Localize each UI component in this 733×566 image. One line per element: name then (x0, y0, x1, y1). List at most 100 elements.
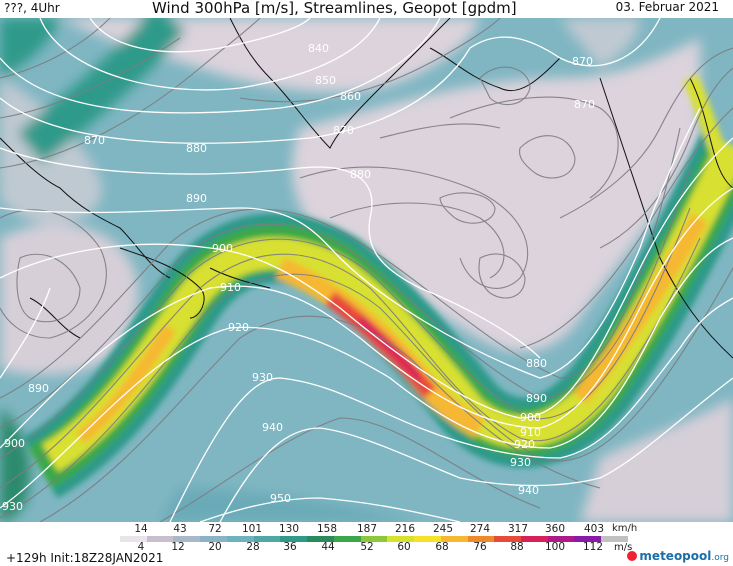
legend-ms-label: 28 (246, 541, 260, 553)
contour-860 (0, 18, 441, 114)
contour-880 (0, 147, 541, 359)
contour-930 (169, 297, 733, 522)
contour-870 (0, 18, 661, 144)
wind-map-canvas: 840 850 860 870 870 870 870 880 880 880 … (0, 18, 733, 522)
legend-ms-label: 68 (435, 541, 449, 553)
legend-ms-label: 60 (397, 541, 411, 553)
contour-labels: 840 850 860 870 870 870 870 880 880 880 … (2, 42, 595, 513)
legend-colorbar (120, 536, 628, 542)
colorbar-swatch (387, 536, 415, 542)
legend-ms-label: 36 (283, 541, 297, 553)
legend-kmh-row: 14 43 72 101 130 158 187 216 245 274 317… (0, 523, 733, 535)
streamlines (0, 18, 733, 522)
legend-ms-label: 52 (360, 541, 374, 553)
legend-ms-label: 4 (137, 541, 145, 553)
colorbar-swatch (333, 536, 361, 542)
contour-label: 930 (510, 456, 531, 469)
legend-ms-label: 112 (582, 541, 604, 553)
contour-label: 910 (520, 426, 541, 439)
contour-840 (89, 18, 311, 53)
legend-kmh-label: 216 (394, 523, 416, 535)
contour-890-west (0, 287, 51, 379)
contour-label: 890 (28, 382, 49, 395)
contour-label: 940 (262, 421, 283, 434)
contour-910 (0, 187, 733, 449)
colorbar-swatch (414, 536, 441, 542)
contour-950 (199, 497, 461, 522)
contour-label: 890 (186, 192, 207, 205)
contour-label: 870 (84, 134, 105, 147)
map-title: Wind 300hPa [m/s], Streamlines, Geopot [… (152, 0, 517, 17)
legend-kmh-label: 43 (173, 523, 187, 535)
contour-label: 900 (4, 437, 25, 450)
colorbar-swatch (601, 536, 628, 542)
colorbar-swatch (120, 536, 147, 542)
contour-label: 870 (333, 124, 354, 137)
legend-kmh-label: 317 (507, 523, 529, 535)
geopotential-contours (0, 18, 733, 522)
logo-text: meteopool (639, 549, 712, 563)
contour-label: 850 (315, 74, 336, 87)
header: ???, 4Uhr Wind 300hPa [m/s], Streamlines… (0, 0, 733, 18)
contour-label: 880 (350, 168, 371, 181)
logo-tld: .org (711, 553, 729, 563)
legend-kmh-label: 101 (241, 523, 263, 535)
wind-map: 840 850 860 870 870 870 870 880 880 880 … (0, 18, 733, 522)
contour-label: 900 (520, 411, 541, 424)
contour-label: 870 (574, 98, 595, 111)
contour-label: 880 (186, 142, 207, 155)
contour-label: 930 (252, 371, 273, 384)
contour-890 (0, 107, 701, 379)
legend-ms-label: 76 (473, 541, 487, 553)
contour-label: 920 (228, 321, 249, 334)
colorbar-swatch (574, 536, 602, 542)
contour-label: 860 (340, 90, 361, 103)
contour-label: 840 (308, 42, 329, 55)
colorbar-swatch (200, 536, 227, 542)
colorbar-swatch (226, 536, 254, 542)
contour-label: 940 (518, 484, 539, 497)
colorbar-swatch (360, 536, 388, 542)
legend-kmh-label: 14 (134, 523, 148, 535)
colorbar-swatch (307, 536, 334, 542)
legend-ms-row: 4 12 20 28 36 44 52 60 68 76 88 100 112 … (0, 541, 733, 553)
legend-kmh-label: 360 (544, 523, 566, 535)
legend-ms-label: 44 (321, 541, 335, 553)
contour-label: 880 (526, 357, 547, 370)
legend-kmh-label: 187 (356, 523, 378, 535)
legend-kmh-label: 403 (583, 523, 605, 535)
contour-label: 870 (572, 55, 593, 68)
legend-kmh-label: 158 (316, 523, 338, 535)
colorbar-swatch (547, 536, 575, 542)
legend-ms-unit: m/s (614, 542, 633, 553)
colorbar-swatch (494, 536, 522, 542)
contour-850 (39, 18, 381, 91)
colorbar-swatch (521, 536, 548, 542)
legend-kmh-label: 245 (432, 523, 454, 535)
contour-label: 890 (526, 392, 547, 405)
legend-kmh-label: 72 (208, 523, 222, 535)
legend-ms-label: 12 (171, 541, 185, 553)
logo-globe-icon (627, 551, 638, 561)
legend-kmh-unit: km/h (612, 523, 638, 534)
meteopool-logo[interactable]: meteopool.org (627, 549, 729, 563)
contour-label: 900 (212, 242, 233, 255)
colorbar-swatch (280, 536, 308, 542)
legend-ms-label: 100 (544, 541, 566, 553)
legend-ms-label: 88 (510, 541, 524, 553)
contour-label: 920 (514, 438, 535, 451)
valid-time: ???, 4Uhr (4, 1, 60, 15)
colorbar-swatch (146, 536, 174, 542)
colorbar-swatch (253, 536, 281, 542)
valid-date: 03. Februar 2021 (615, 0, 719, 14)
contour-label: 950 (270, 492, 291, 505)
contour-920 (0, 237, 733, 509)
model-run-info: +129h Init:18Z28JAN2021 (6, 551, 164, 565)
legend: 14 43 72 101 130 158 187 216 245 274 317… (0, 522, 733, 566)
legend-ms-label: 20 (208, 541, 222, 553)
legend-kmh-label: 130 (278, 523, 300, 535)
legend-kmh-label: 274 (469, 523, 491, 535)
contour-900 (0, 137, 733, 419)
colorbar-swatch (440, 536, 468, 542)
contour-940 (219, 377, 733, 522)
